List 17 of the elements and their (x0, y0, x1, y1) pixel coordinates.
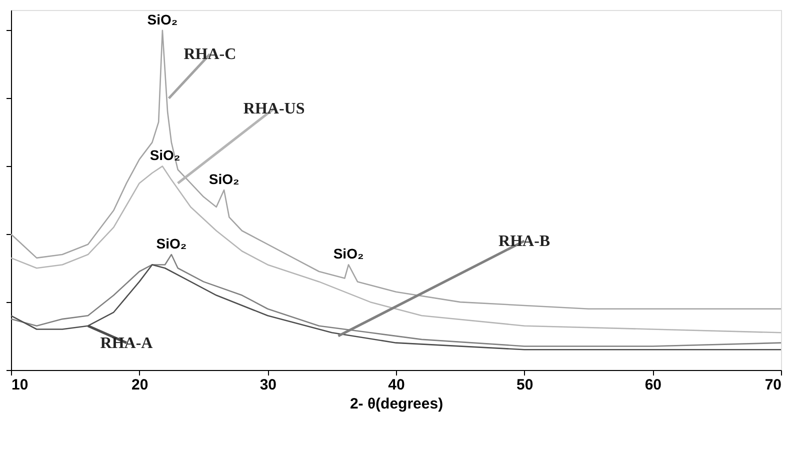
annotation: SiO₂ (150, 147, 180, 164)
text: RHA-US (243, 100, 305, 118)
series-label: RHA-A (100, 334, 154, 352)
annotation: SiO₂ (208, 171, 240, 187)
x-tick-label: 20 (131, 376, 148, 394)
x-tick-label: 40 (388, 376, 405, 394)
annotation: SiO₂ (333, 246, 364, 262)
text: RHA-B (498, 232, 550, 250)
series-label: RHA-C (184, 46, 236, 64)
x-tick-label: 10 (12, 376, 28, 394)
x-tick-label: 50 (516, 376, 534, 394)
x-tick-label: 60 (644, 376, 662, 394)
annotation: SiO₂ (147, 11, 178, 28)
x-tick-label: 70 (764, 376, 782, 394)
x-axis-title: 2- θ(degrees) (350, 396, 444, 412)
annotation: SiO₂ (156, 236, 187, 252)
x-tick-label: 30 (260, 376, 277, 394)
